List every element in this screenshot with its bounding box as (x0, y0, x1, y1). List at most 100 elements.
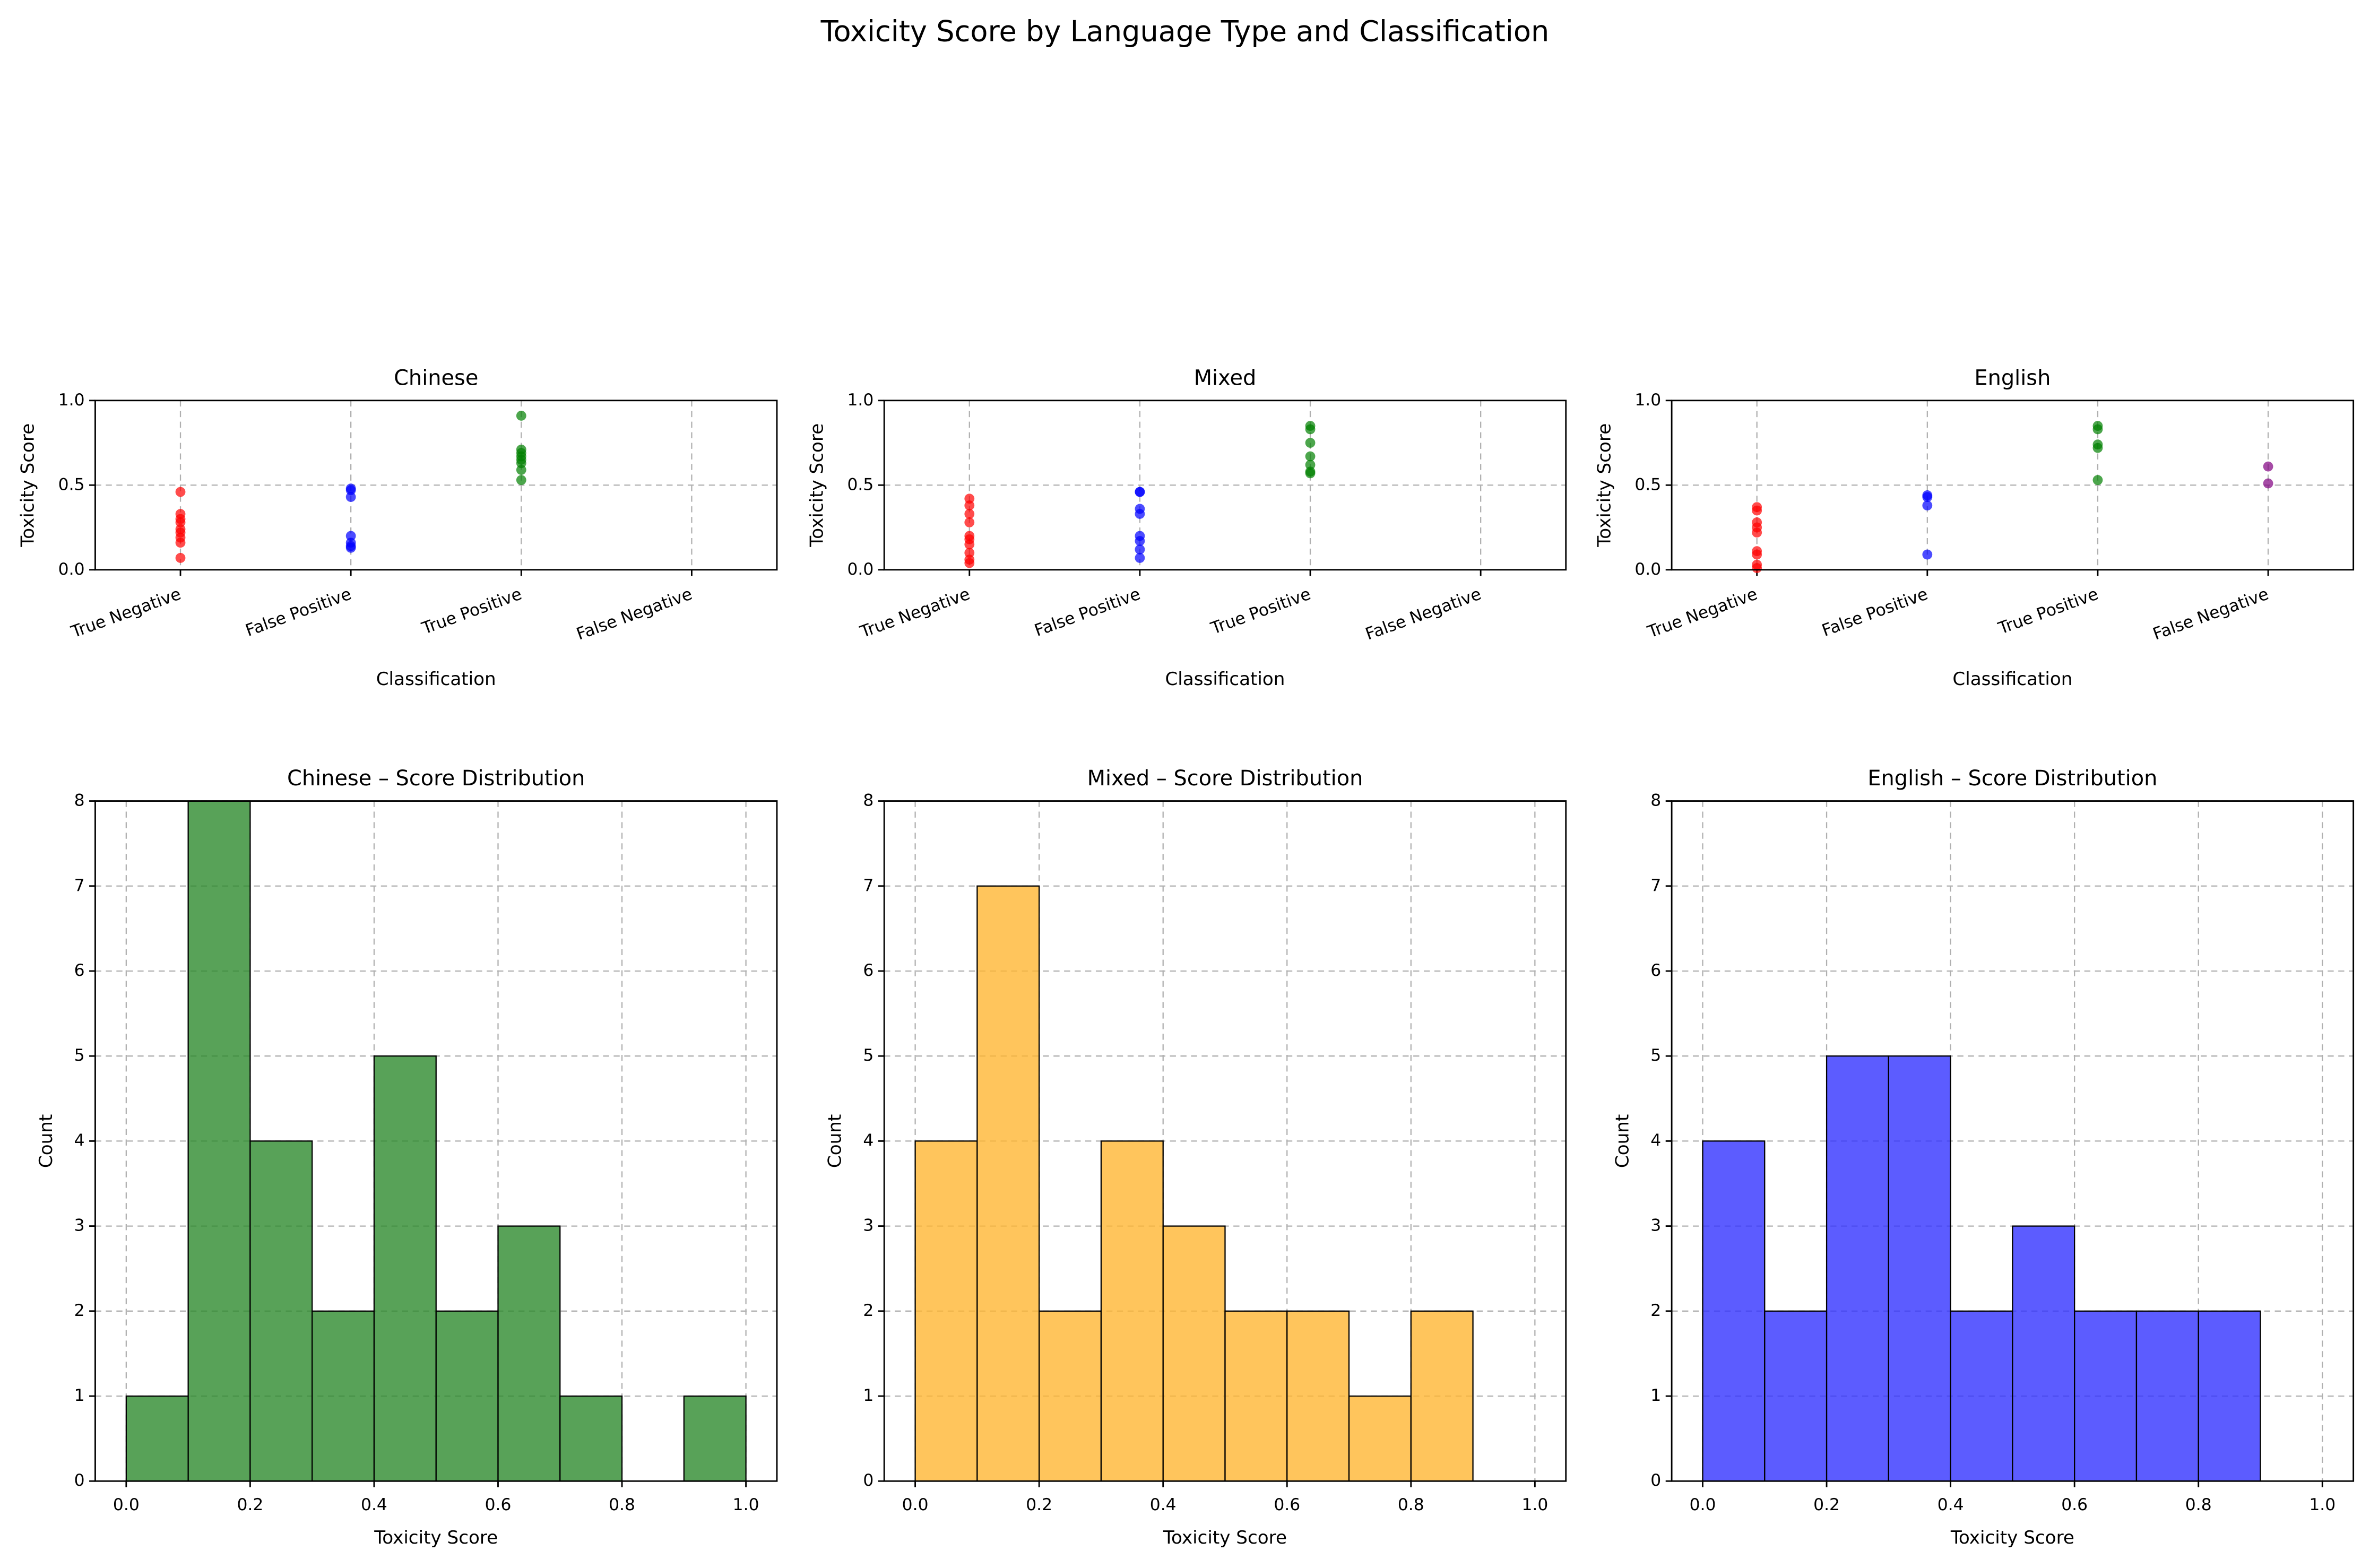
bar (1039, 1310, 1102, 1482)
x-tick-label: 0.4 (361, 1495, 387, 1514)
bar (914, 1140, 978, 1482)
y-tick-label: 4 (1650, 1131, 1661, 1150)
y-tick-label: 6 (74, 961, 85, 980)
x-tick-label: 0.2 (1813, 1495, 1840, 1514)
x-tick-label: 0.4 (1150, 1495, 1177, 1514)
x-axis-label: Toxicity Score (1163, 1527, 1287, 1548)
y-tick-label: 3 (74, 1216, 85, 1235)
point (1305, 438, 1316, 448)
y-axis-label: Toxicity Score (18, 423, 39, 548)
bar (312, 1310, 375, 1482)
bar (2198, 1310, 2261, 1482)
bar (1410, 1310, 1474, 1482)
y-axis-label: Toxicity Score (806, 423, 827, 548)
x-tick-label: 1.0 (733, 1495, 759, 1514)
y-tick-label: 7 (1650, 876, 1661, 895)
y-tick-label: 8 (74, 791, 85, 810)
y-tick-label: 1.0 (847, 391, 873, 410)
bar (976, 885, 1040, 1482)
point (2263, 461, 2273, 472)
x-tick-label: 0.8 (609, 1495, 635, 1514)
point (2092, 443, 2103, 453)
y-tick-label: 0.0 (847, 560, 873, 579)
y-tick-label: 5 (74, 1046, 85, 1065)
x-tick-label: 0.2 (237, 1495, 263, 1514)
point (1922, 549, 1933, 560)
axes-frame (94, 400, 778, 571)
point (1135, 487, 1145, 497)
point (175, 553, 186, 563)
x-axis-label: Classification (376, 669, 496, 690)
point (516, 475, 526, 486)
y-axis-label: Count (825, 1114, 846, 1168)
y-tick-label: 0 (74, 1471, 85, 1490)
bar (2135, 1310, 2199, 1482)
point (2092, 475, 2103, 486)
x-tick-label: 0.6 (1274, 1495, 1300, 1514)
bar (125, 1395, 189, 1482)
point (1752, 505, 1762, 516)
y-tick-label: 3 (863, 1216, 873, 1235)
y-tick-label: 0.5 (847, 475, 873, 494)
x-tick-label: 0.6 (485, 1495, 512, 1514)
subplot-title: English – Score Distribution (1867, 766, 2157, 791)
y-tick-label: 1 (1650, 1386, 1661, 1405)
x-tick-label: 0.2 (1026, 1495, 1052, 1514)
y-tick-label: 5 (863, 1046, 873, 1065)
bar (1826, 1055, 1889, 1482)
subplot-title: Chinese (394, 366, 478, 390)
x-tick-label: 0.0 (113, 1495, 140, 1514)
y-tick-label: 8 (1650, 791, 1661, 810)
point (516, 465, 526, 475)
x-axis-label: Toxicity Score (374, 1527, 498, 1548)
y-tick-label: 0 (863, 1471, 873, 1490)
bar (559, 1395, 623, 1482)
point (1922, 500, 1933, 510)
point (345, 492, 356, 502)
point (964, 558, 975, 568)
x-axis-label: Classification (1165, 669, 1285, 690)
subplot-title: Mixed – Score Distribution (1087, 766, 1363, 791)
point (175, 487, 186, 497)
y-tick-label: 3 (1650, 1216, 1661, 1235)
point (964, 509, 975, 519)
point (175, 538, 186, 548)
y-tick-label: 7 (74, 876, 85, 895)
x-tick-label: 1.0 (1521, 1495, 1548, 1514)
point (2092, 424, 2103, 435)
point (1135, 553, 1145, 563)
y-tick-label: 0.5 (58, 475, 85, 494)
bar (187, 800, 251, 1482)
point (1752, 527, 1762, 538)
bar (1162, 1225, 1226, 1482)
y-tick-label: 2 (74, 1301, 85, 1320)
axes-frame (1671, 400, 2355, 571)
y-tick-label: 4 (74, 1131, 85, 1150)
x-axis-label: Toxicity Score (1950, 1527, 2074, 1548)
bar (1888, 1055, 1951, 1482)
y-tick-label: 0.0 (1634, 560, 1661, 579)
y-tick-label: 0.5 (1634, 475, 1661, 494)
x-axis-label: Classification (1952, 669, 2072, 690)
bar (1348, 1395, 1412, 1482)
point (964, 517, 975, 527)
y-tick-label: 6 (1650, 961, 1661, 980)
y-tick-label: 2 (863, 1301, 873, 1320)
x-tick-label: 0.0 (902, 1495, 929, 1514)
subplot-title: Mixed (1194, 366, 1257, 390)
point (964, 500, 975, 510)
point (2263, 478, 2273, 489)
bar (1286, 1310, 1350, 1482)
bar (1100, 1140, 1164, 1482)
x-tick-label: 1.0 (2309, 1495, 2336, 1514)
point (964, 539, 975, 550)
y-axis-label: Toxicity Score (1594, 423, 1615, 548)
point (1922, 492, 1933, 502)
point (1305, 451, 1316, 462)
x-tick-label: 0.0 (1690, 1495, 1716, 1514)
bar (435, 1310, 499, 1482)
y-axis-label: Count (1612, 1114, 1633, 1168)
x-tick-label: 0.6 (2061, 1495, 2088, 1514)
